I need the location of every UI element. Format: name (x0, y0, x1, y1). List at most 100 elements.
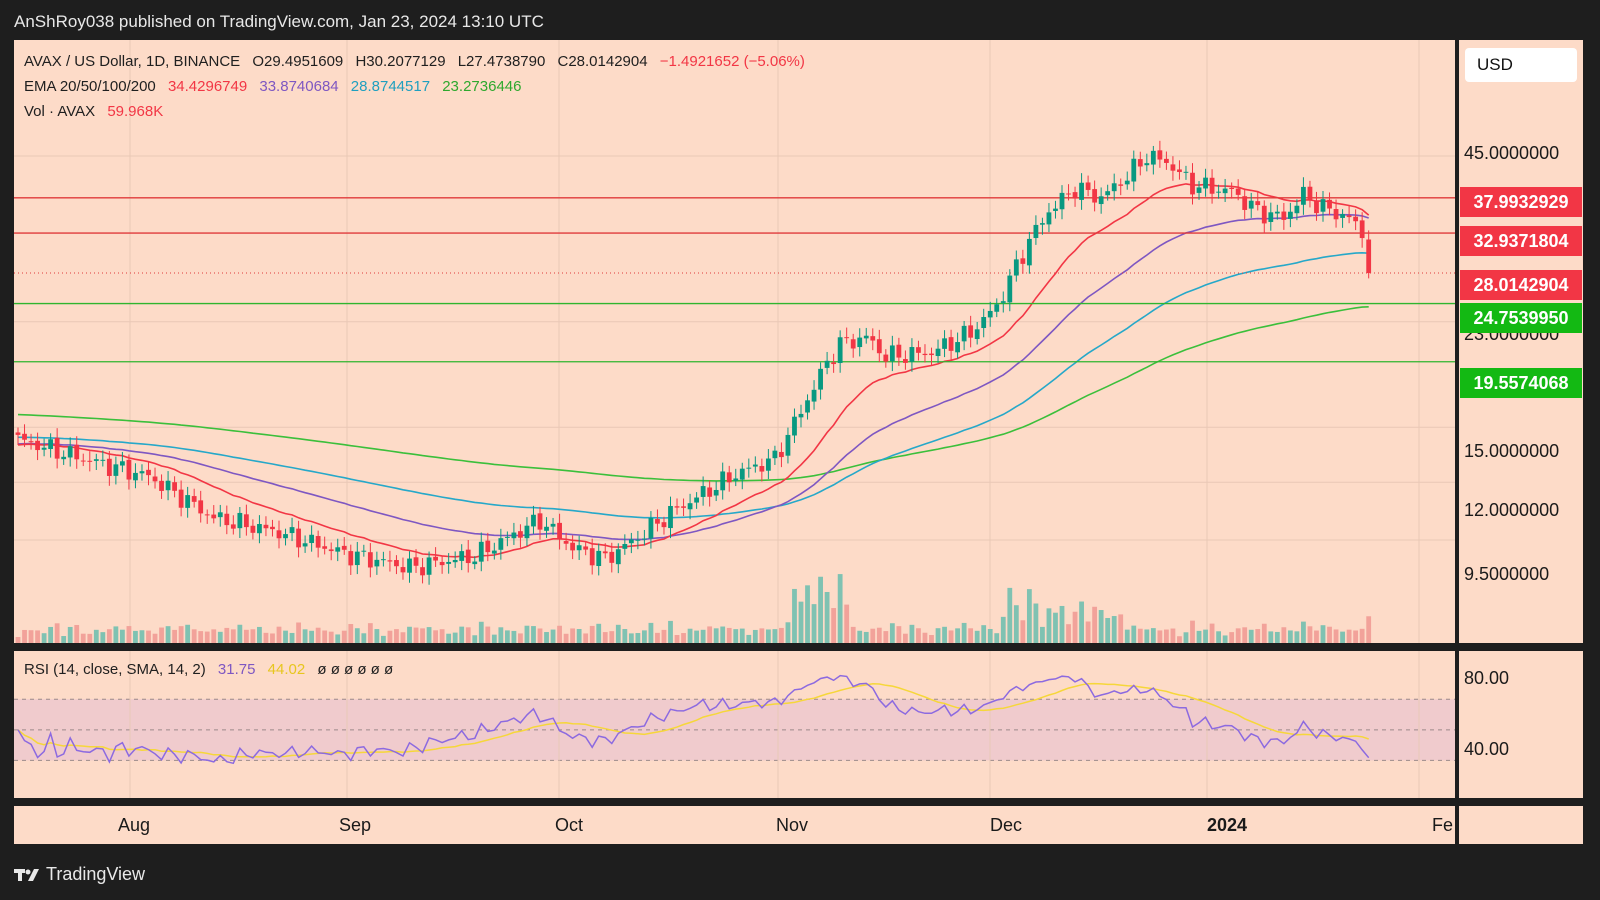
candle (243, 504, 249, 536)
candle (152, 467, 158, 489)
volume-bar (557, 625, 562, 643)
candle (922, 344, 928, 363)
volume-bar (1287, 630, 1293, 643)
volume-bar (472, 635, 478, 643)
volume-bar (465, 627, 471, 643)
candle (576, 535, 582, 560)
currency-button[interactable]: USD (1465, 48, 1577, 82)
volume-bar (961, 622, 967, 643)
rsi-axis-label: 80.00 (1464, 668, 1510, 688)
candle (811, 380, 817, 410)
candle-body (230, 524, 236, 529)
candle-body (478, 541, 484, 562)
candle-body (276, 530, 282, 539)
volume-bar (576, 629, 582, 643)
candle (1307, 180, 1313, 208)
candle-body (185, 495, 191, 508)
candle (837, 330, 843, 373)
price-label: 15.0000000 (1464, 441, 1560, 461)
candle (674, 498, 680, 515)
volume-bar (837, 574, 843, 643)
volume-bar (850, 626, 856, 643)
volume-bar (152, 633, 158, 643)
candle-body (198, 500, 204, 514)
candle (217, 504, 223, 527)
candle-body (426, 557, 432, 575)
candle-body (67, 446, 73, 458)
candle (309, 525, 315, 552)
candle (1209, 169, 1215, 204)
volume-bar (1150, 628, 1156, 643)
volume-bar (563, 633, 569, 643)
candle (22, 424, 27, 448)
volume-bar (217, 631, 223, 643)
candle-body (511, 532, 517, 539)
candle-body (1124, 180, 1130, 185)
candle-body (824, 360, 830, 368)
candle (1092, 180, 1098, 212)
volume-bar (883, 631, 889, 643)
candle-body (1164, 158, 1169, 163)
footer-brand[interactable]: TradingView (14, 864, 145, 885)
volume-bar (896, 626, 902, 643)
candle-body (1131, 158, 1137, 182)
candle (1137, 151, 1143, 176)
volume-bar (1079, 601, 1084, 643)
volume-bar (1033, 603, 1039, 643)
candle (570, 535, 576, 560)
candle (596, 543, 602, 576)
volume-bar (185, 624, 191, 643)
candle (1248, 192, 1254, 218)
volume-bar (250, 629, 256, 643)
volume-bar (1222, 635, 1228, 643)
candle-body (309, 534, 315, 544)
candle (120, 451, 125, 473)
volume-bar (296, 622, 301, 643)
volume-bar (870, 628, 876, 643)
candle (420, 558, 425, 584)
rsi-line (17, 674, 1370, 765)
volume-bar (1340, 631, 1345, 643)
candle (831, 353, 837, 373)
rsi-sma-line (17, 682, 1369, 758)
candle (1235, 179, 1241, 201)
rsi-axis[interactable] (1459, 651, 1583, 798)
volume-bar (315, 627, 321, 643)
candle-body (628, 539, 634, 544)
volume-bar (172, 629, 177, 643)
candle-body (394, 560, 399, 567)
price-pane[interactable] (14, 40, 1455, 643)
candle-body (1229, 187, 1235, 190)
volume-bar (374, 629, 380, 643)
candle (100, 450, 106, 467)
volume-bar (270, 633, 275, 643)
ema50-line (17, 213, 1369, 541)
volume-bar (439, 629, 445, 643)
volume-bar (1255, 629, 1261, 643)
candle (87, 451, 93, 472)
candle-body (896, 344, 902, 358)
volume-bar (178, 626, 184, 643)
candle (1177, 160, 1182, 180)
price-axis[interactable] (1459, 40, 1583, 643)
volume-bar (263, 632, 269, 643)
time-axis[interactable] (14, 806, 1455, 844)
volume-bar (772, 629, 778, 643)
rsi-pane[interactable] (14, 651, 1455, 798)
candle (876, 329, 882, 363)
candle (694, 492, 699, 509)
volume-bar (354, 628, 360, 643)
candle-body (100, 459, 106, 461)
candle-body (798, 413, 804, 418)
close-value: C28.0142904 (557, 53, 648, 70)
candle-body (961, 325, 967, 342)
candle-body (785, 434, 791, 456)
open-value: O29.4951609 (252, 53, 344, 70)
candle (354, 541, 360, 575)
volume-bar (602, 632, 608, 643)
volume-bar (1072, 611, 1078, 643)
candle (498, 528, 504, 560)
candle (198, 490, 204, 523)
volume-bar (779, 627, 784, 643)
candle (1053, 200, 1058, 219)
